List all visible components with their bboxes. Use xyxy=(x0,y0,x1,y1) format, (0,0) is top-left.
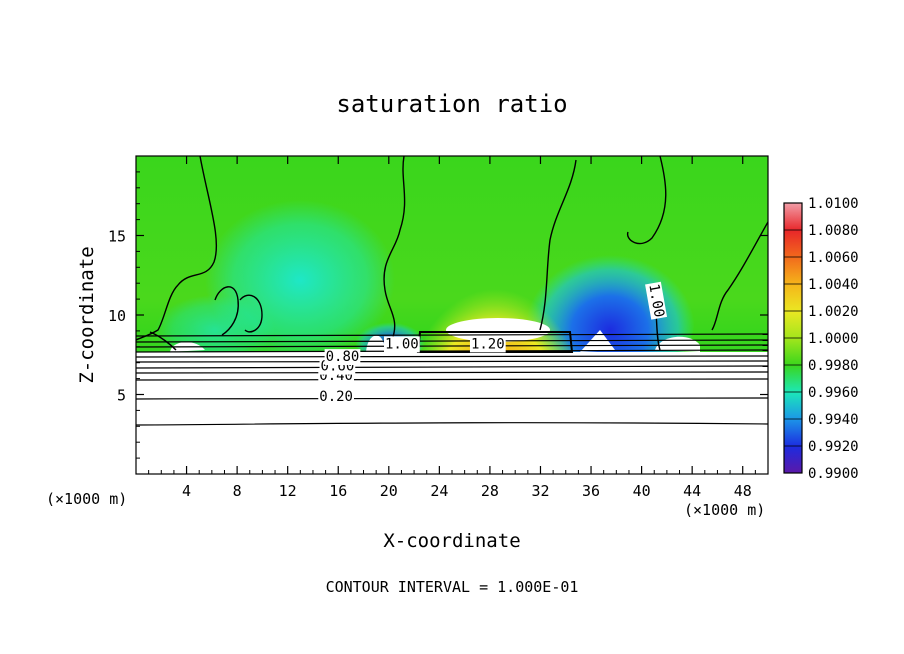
contour-label-bg xyxy=(384,336,420,353)
contour-interval-note: CONTOUR INTERVAL = 1.000E-01 xyxy=(326,578,579,596)
y-tick-label: 15 xyxy=(108,228,126,246)
colorbar: 1.0100 1.0080 1.0060 1.0040 1.0020 1.0000 0.99… xyxy=(783,196,859,482)
x-tick-label: 32 xyxy=(531,482,549,500)
heatmap-cloud-white xyxy=(446,318,550,342)
x-tick-label: 36 xyxy=(582,482,600,500)
contour-label: 1.20 xyxy=(471,336,505,352)
x-tick-label: 44 xyxy=(683,482,701,500)
x-tick-label: 16 xyxy=(329,482,347,500)
colorbar-segment xyxy=(784,446,802,474)
colorbar-segment xyxy=(784,365,802,393)
contour-label: 0.80 xyxy=(326,349,360,365)
x-tick-label: 28 xyxy=(481,482,499,500)
y-tick-label: 10 xyxy=(108,307,126,325)
x-axis-label: X-coordinate xyxy=(383,530,520,552)
colorbar-label: 0.9940 xyxy=(808,412,859,428)
contour-lines-upper xyxy=(136,156,768,351)
contour-label: 1.00 xyxy=(645,283,667,319)
y-axis-label: Z-coordinate xyxy=(76,246,98,383)
colorbar-label: 1.0000 xyxy=(808,331,859,347)
x-tick-label: 12 xyxy=(279,482,297,500)
colorbar-segment xyxy=(784,203,802,231)
colorbar-segment xyxy=(784,284,802,312)
contour-label-bg xyxy=(645,281,668,320)
contour-lines-horizontal xyxy=(136,333,768,426)
x-unit-left: (×1000 m) xyxy=(46,490,127,508)
x-tick-label: 24 xyxy=(430,482,448,500)
contour-label-bg xyxy=(318,388,354,405)
y-tick-label: 5 xyxy=(117,387,126,405)
colorbar-label: 0.9920 xyxy=(808,439,859,455)
x-tick-label: 8 xyxy=(233,482,242,500)
colorbar-label: 1.0100 xyxy=(808,196,859,212)
colorbar-segment xyxy=(784,338,802,366)
contour-label-bg xyxy=(469,336,506,353)
colorbar-label: 0.9900 xyxy=(808,466,859,482)
contour-labels: 0.200.400.600.801.001.201.00 xyxy=(318,281,668,405)
contour-label: 0.20 xyxy=(319,389,353,405)
colorbar-segment xyxy=(784,311,802,339)
colorbar-label: 1.0020 xyxy=(808,304,859,320)
x-tick-label: 4 xyxy=(182,482,191,500)
colorbar-segment xyxy=(784,419,802,447)
colorbar-label: 1.0060 xyxy=(808,250,859,266)
colorbar-segment xyxy=(784,230,802,258)
colorbar-label: 0.9960 xyxy=(808,385,859,401)
x-tick-label: 48 xyxy=(734,482,752,500)
colorbar-label: 0.9980 xyxy=(808,358,859,374)
x-unit-right: (×1000 m) xyxy=(684,501,765,519)
chart-title: saturation ratio xyxy=(336,90,567,118)
colorbar-label: 1.0040 xyxy=(808,277,859,293)
contour-label: 1.00 xyxy=(385,336,419,352)
colorbar-label: 1.0080 xyxy=(808,223,859,239)
colorbar-segment xyxy=(784,392,802,420)
contour-label-bg xyxy=(324,349,361,366)
heatmap-cloud-white xyxy=(366,335,385,352)
subsaturated-region xyxy=(136,352,768,474)
x-tick-label: 40 xyxy=(633,482,651,500)
y-axis: 5 10 15 xyxy=(108,171,768,459)
x-axis: 4 8 12 16 20 24 28 32 36 40 44 48 xyxy=(148,156,756,500)
x-tick-label: 20 xyxy=(380,482,398,500)
plot-area: 0.200.400.600.801.001.201.00 xyxy=(136,156,768,474)
colorbar-segment xyxy=(784,257,802,285)
